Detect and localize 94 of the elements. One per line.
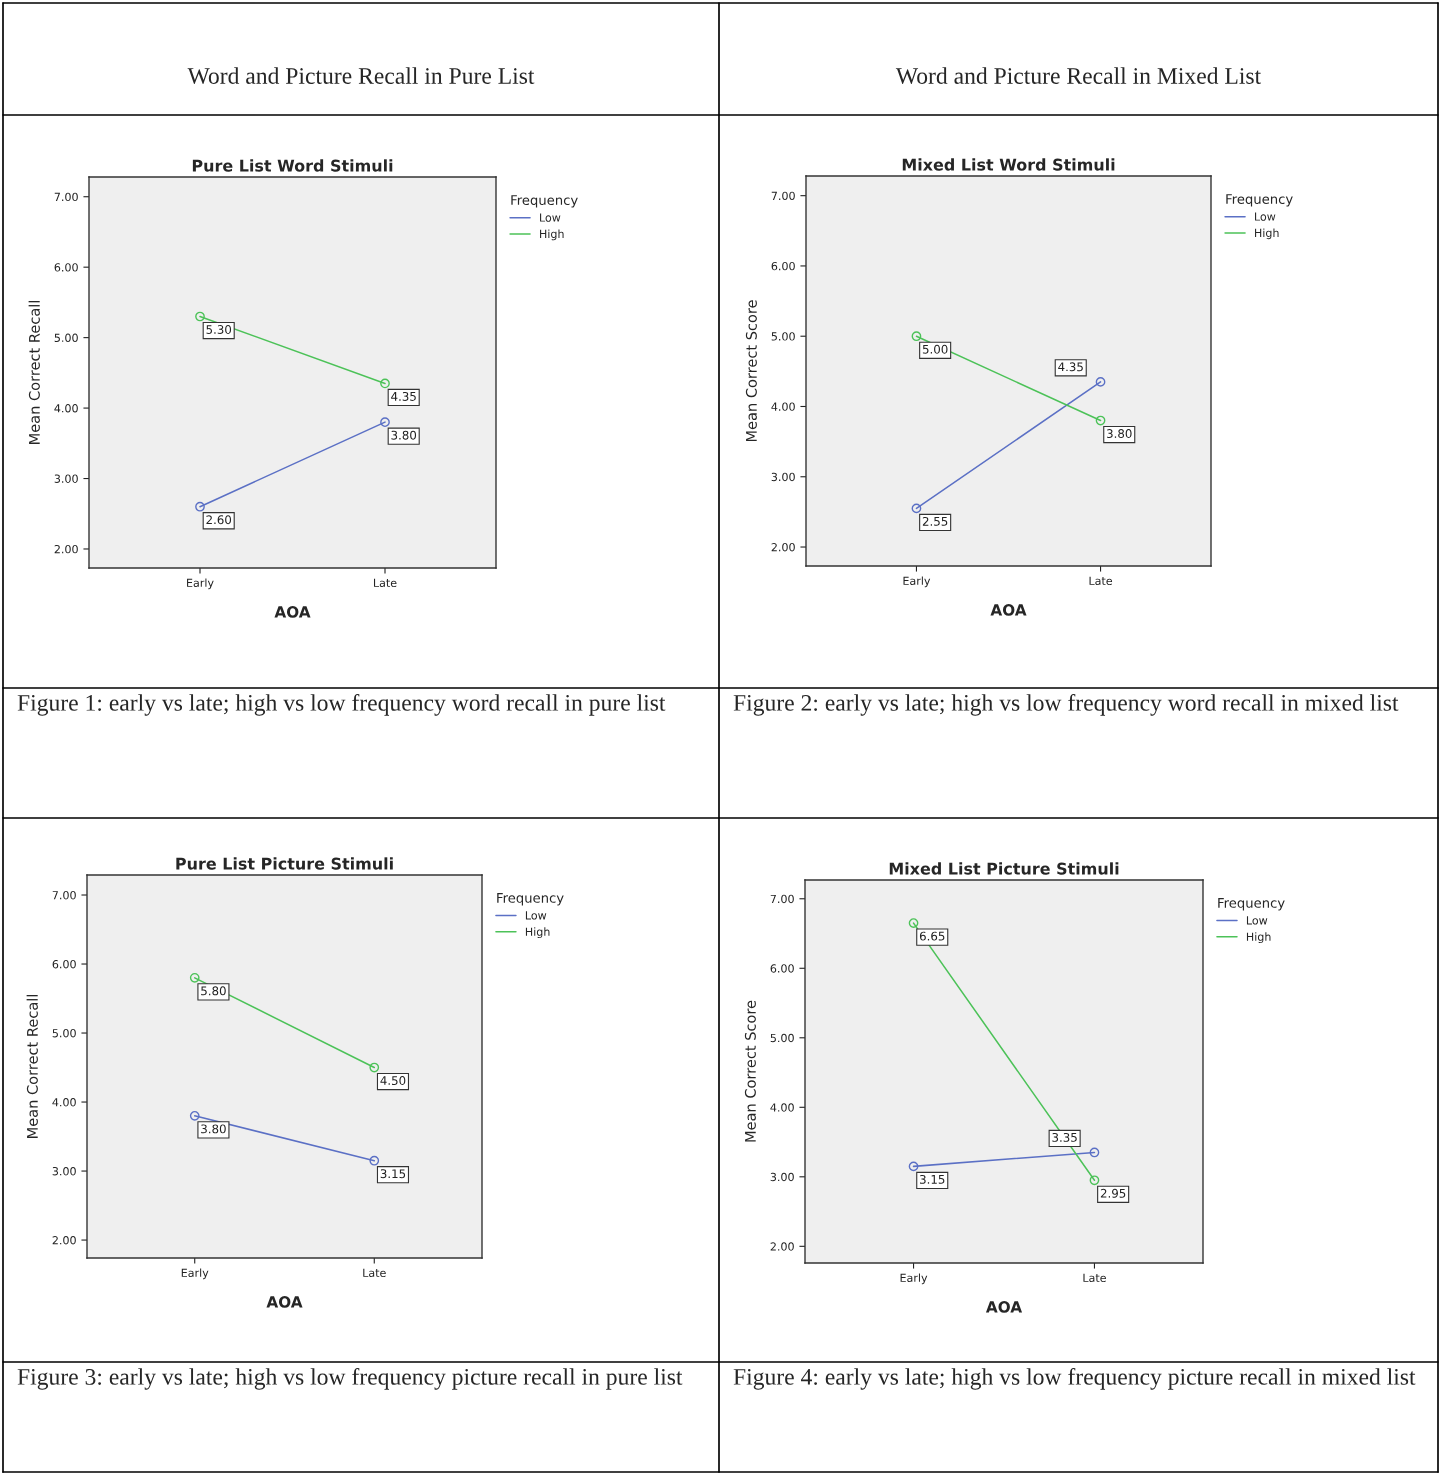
y-tick-label: 2.00 (771, 543, 795, 552)
data-label: 3.80 (1107, 429, 1132, 439)
x-tick-label: Early (187, 578, 214, 590)
text: Word and Picture Recall in Pure List (187, 67, 535, 85)
data-label: 3.80 (391, 430, 417, 440)
y-axis-title: Mean Correct Score (745, 300, 757, 442)
y-tick-label: 3.00 (54, 474, 78, 483)
y-tick-label: 5.00 (52, 1029, 76, 1038)
x-axis-title: AOA (990, 604, 1027, 616)
chart-title: Mixed List Word Stimuli (902, 158, 1115, 171)
y-tick-label: 4.00 (771, 402, 795, 411)
legend-label: Low (1255, 212, 1276, 221)
y-tick-label: 6.00 (52, 960, 76, 969)
legend-title: Frequency (511, 195, 578, 208)
data-label: 5.80 (201, 986, 226, 996)
x-axis-title: AOA (985, 1301, 1023, 1313)
y-tick-label: 7.00 (770, 894, 794, 904)
x-tick-label: Early (900, 1273, 928, 1285)
data-label: 5.30 (206, 325, 232, 334)
x-tick-label: Early (181, 1268, 209, 1280)
point (911, 331, 922, 342)
y-tick-label: 5.00 (54, 333, 78, 343)
caption: Figure 3: early vs late; high vs low frequency picture recall in pure list (17, 1368, 683, 1390)
data-label: 6.65 (919, 931, 945, 941)
point (195, 311, 205, 322)
data-label: 3.15 (920, 1174, 945, 1184)
y-tick-label: 3.00 (52, 1167, 76, 1176)
legend-label: Low (525, 911, 547, 920)
x-tick-label: Late (363, 1268, 386, 1278)
legend-label: High (540, 229, 564, 241)
y-tick-label: 2.00 (770, 1242, 794, 1251)
data-label: 3.80 (201, 1124, 226, 1134)
data-label: 4.35 (391, 391, 416, 401)
y-tick-label: 6.00 (54, 263, 78, 272)
point (1089, 1175, 1100, 1186)
data-label: 4.50 (380, 1076, 406, 1086)
point (189, 972, 200, 983)
x-tick-label: Early (903, 576, 931, 588)
y-tick-label: 7.00 (54, 192, 78, 202)
legend-title: Frequency (1226, 194, 1293, 207)
x-tick-label: Late (1089, 576, 1113, 586)
point (189, 1110, 200, 1121)
point (1095, 377, 1106, 387)
legend-label: High (1255, 228, 1279, 240)
data-label: 2.95 (1100, 1188, 1126, 1198)
x-axis-title: AOA (266, 1296, 303, 1308)
legend-title: Frequency (1218, 898, 1285, 911)
data-label: 3.35 (1052, 1132, 1077, 1142)
x-tick-label: Late (373, 578, 397, 588)
text: Word and Picture Recall in Mixed List (895, 67, 1262, 85)
legend-title: Frequency (497, 893, 564, 906)
point (369, 1155, 380, 1166)
point (380, 417, 390, 428)
point (911, 503, 922, 514)
y-axis-title: Mean Correct Recall (26, 995, 38, 1138)
y-tick-label: 4.00 (52, 1098, 76, 1107)
y-axis-title: Mean Correct Recall (28, 301, 40, 444)
y-tick-label: 4.00 (54, 404, 78, 413)
y-tick-label: 6.00 (770, 964, 794, 973)
data-label: 2.55 (922, 516, 948, 526)
data-label: 4.35 (1058, 362, 1083, 372)
data-label: 2.60 (206, 515, 232, 525)
point (195, 501, 205, 512)
y-tick-label: 5.00 (771, 332, 795, 341)
caption: Figure 2: early vs late; high vs low frequency word recall in mixed list (733, 694, 1399, 716)
chart-title: Mixed List Picture Stimuli (889, 862, 1119, 875)
data-label: 3.15 (380, 1169, 406, 1179)
legend-label: Low (1246, 916, 1268, 925)
y-tick-label: 2.00 (52, 1236, 76, 1245)
point (1089, 1147, 1100, 1158)
y-tick-label: 2.00 (54, 544, 78, 554)
point (369, 1062, 380, 1073)
legend-label: High (1246, 932, 1271, 944)
y-tick-label: 3.00 (771, 472, 795, 482)
point (380, 378, 390, 389)
legend-label: Low (540, 213, 561, 222)
y-tick-label: 3.00 (770, 1172, 794, 1182)
chart-title: Pure List Word Stimuli (192, 159, 393, 172)
x-tick-label: Late (1083, 1273, 1106, 1283)
y-axis-title: Mean Correct Score (744, 1000, 756, 1142)
point (1095, 415, 1106, 426)
chart-title: Pure List Picture Stimuli (176, 857, 393, 870)
y-tick-label: 7.00 (52, 890, 76, 900)
caption: Figure 1: early vs late; high vs low frequency word recall in pure list (17, 694, 666, 716)
y-tick-label: 4.00 (770, 1103, 794, 1112)
x-axis-title: AOA (274, 606, 311, 618)
y-tick-label: 6.00 (771, 261, 795, 271)
y-tick-label: 7.00 (771, 191, 795, 201)
legend-label: High (525, 927, 550, 939)
point (908, 918, 919, 928)
y-tick-label: 5.00 (770, 1033, 794, 1043)
caption: Figure 4: early vs late; high vs low frequency picture recall in mixed list (733, 1368, 1416, 1390)
point (908, 1161, 919, 1172)
data-label: 5.00 (922, 344, 948, 354)
